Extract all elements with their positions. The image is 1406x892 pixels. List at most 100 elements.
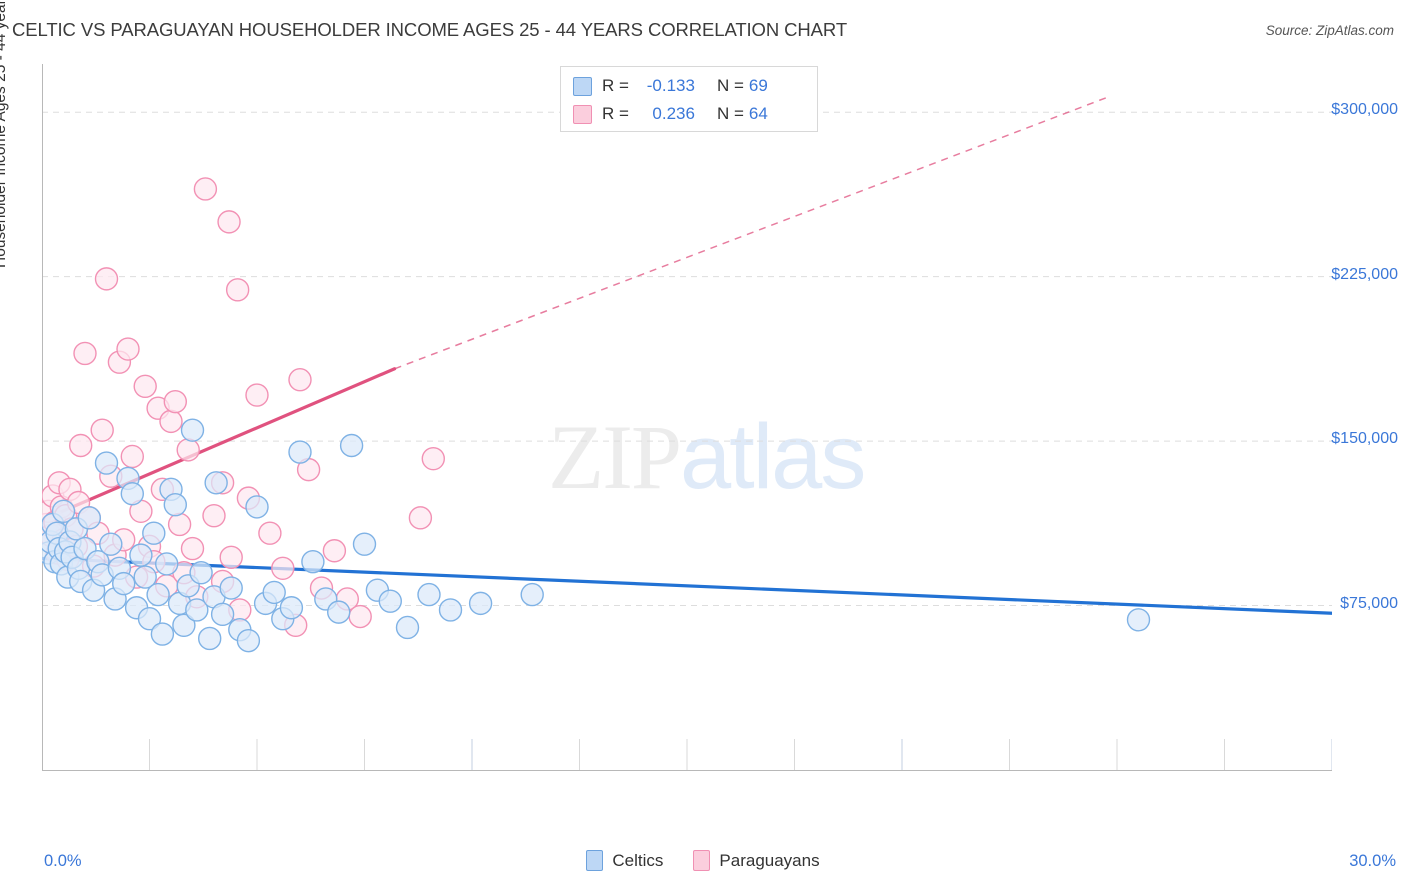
data-point <box>129 543 153 567</box>
data-point <box>94 267 119 291</box>
data-point <box>90 418 114 442</box>
data-point <box>322 539 347 563</box>
data-point <box>219 545 243 570</box>
y-axis-title: Householder Income Ages 25 - 44 years <box>0 0 9 268</box>
legend-item-celtics[interactable]: Celtics <box>586 850 663 871</box>
data-point <box>245 495 269 519</box>
legend-label: Celtics <box>612 850 664 870</box>
data-point <box>352 532 377 556</box>
n-label: N = <box>716 76 744 95</box>
data-point <box>520 582 544 607</box>
y-axis-tick-label: $300,000 <box>1331 101 1398 119</box>
data-point <box>197 626 222 651</box>
celtic-color-swatch <box>573 76 592 96</box>
n-label: N = <box>716 104 744 123</box>
data-point <box>438 598 463 622</box>
data-point <box>69 433 93 458</box>
x-axis-max-label: 30.0% <box>1349 852 1396 870</box>
paraguayan-color-swatch <box>573 104 592 124</box>
gridlines <box>42 111 1332 607</box>
data-point <box>219 576 243 600</box>
axis-lines <box>42 64 1332 771</box>
data-point <box>77 506 101 530</box>
stats-row: R = 0.236 N = 64 <box>573 100 807 128</box>
data-point <box>225 278 250 302</box>
data-point <box>193 177 218 201</box>
data-point <box>348 604 372 629</box>
celtic-points-group <box>42 418 1151 653</box>
r-value: 0.236 <box>652 104 695 123</box>
data-point <box>236 628 261 653</box>
data-point <box>111 571 136 596</box>
x-axis-ticks <box>149 739 1332 770</box>
data-point <box>167 512 192 537</box>
data-point <box>378 589 402 613</box>
data-point <box>301 550 325 574</box>
data-point <box>417 582 441 607</box>
data-point <box>185 598 209 622</box>
legend-label: Paraguayans <box>719 850 820 870</box>
data-point <box>189 560 213 585</box>
data-point <box>116 337 140 361</box>
data-point <box>180 536 205 561</box>
data-point <box>172 613 196 637</box>
legend-swatch <box>693 850 711 871</box>
data-point <box>180 418 205 442</box>
data-point <box>421 446 445 471</box>
data-point <box>204 471 228 495</box>
data-point <box>339 433 364 458</box>
data-point <box>217 210 241 234</box>
data-point <box>395 615 420 640</box>
data-point <box>142 521 166 545</box>
data-point <box>210 602 235 627</box>
data-point <box>99 532 123 556</box>
legend-item-paraguayans[interactable]: Paraguayans <box>693 850 820 871</box>
data-point <box>1126 608 1151 632</box>
data-point <box>150 622 175 646</box>
data-point <box>51 499 76 523</box>
data-point <box>262 580 286 605</box>
data-point <box>202 503 226 528</box>
data-point <box>288 440 312 464</box>
data-point <box>468 591 493 616</box>
data-point <box>245 383 269 407</box>
data-point <box>146 582 170 607</box>
stats-row: R = -0.133 N = 69 <box>573 72 807 100</box>
data-point <box>271 556 295 580</box>
legend-swatch <box>586 850 604 871</box>
data-point <box>327 600 351 624</box>
data-point <box>94 451 119 475</box>
data-point <box>120 444 145 469</box>
data-point <box>73 341 97 366</box>
data-point <box>154 552 179 576</box>
data-point <box>279 596 304 620</box>
x-axis-min-label: 0.0% <box>44 852 82 870</box>
data-point <box>163 493 188 517</box>
data-point <box>120 482 145 506</box>
data-point <box>133 565 157 589</box>
scatter-plot-svg <box>42 64 1332 771</box>
trendlines <box>42 96 1332 615</box>
r-label: R = <box>602 104 629 123</box>
correlation-stats-legend: R = -0.133 N = 69 R = 0.236 N = 64 <box>560 66 818 132</box>
data-point <box>163 389 188 414</box>
data-point <box>408 506 433 530</box>
y-axis-tick-label: $225,000 <box>1331 265 1398 283</box>
data-point <box>137 607 162 631</box>
series-legend: Celtics Paraguayans <box>0 850 1406 871</box>
r-value: -0.133 <box>646 76 695 95</box>
data-point <box>288 368 312 392</box>
data-point <box>133 374 157 399</box>
n-value: 69 <box>748 76 768 95</box>
r-label: R = <box>602 76 629 95</box>
plot-area <box>42 64 1332 829</box>
y-axis-tick-label: $75,000 <box>1340 594 1398 612</box>
data-point <box>258 521 282 545</box>
source-label: Source: ZipAtlas.com <box>1265 23 1394 38</box>
data-point <box>159 409 183 434</box>
n-value: 64 <box>748 104 768 123</box>
y-axis-tick-label: $150,000 <box>1331 430 1398 448</box>
page-title: CELTIC VS PARAGUAYAN HOUSEHOLDER INCOME … <box>12 19 848 40</box>
data-point <box>176 438 200 462</box>
